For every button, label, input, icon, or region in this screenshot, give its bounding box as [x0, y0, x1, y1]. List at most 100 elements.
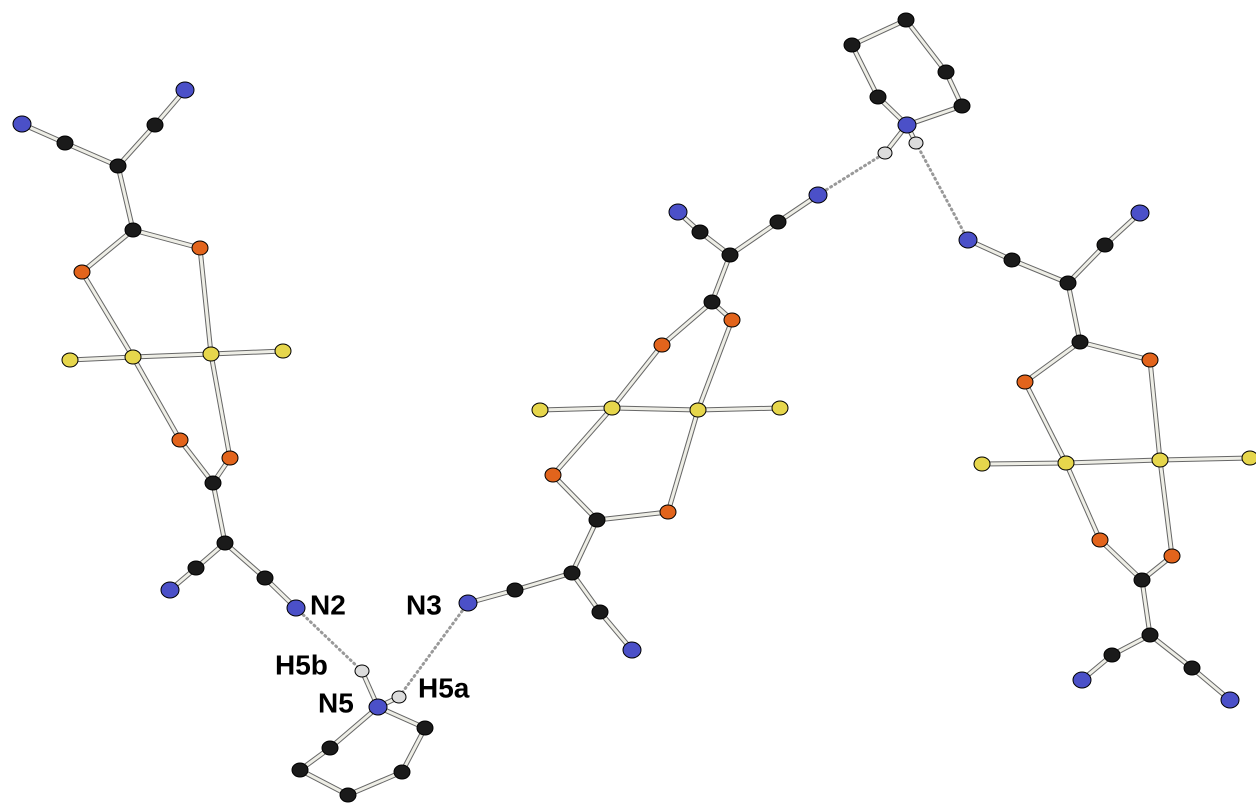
bond: [118, 125, 155, 166]
bond: [200, 248, 211, 354]
atom: [1092, 533, 1108, 547]
atom: [192, 241, 208, 255]
atom: [909, 137, 923, 149]
atom: [161, 582, 179, 598]
atom: [188, 561, 204, 575]
atom: [1058, 456, 1074, 470]
bond: [612, 345, 662, 408]
atom: [322, 741, 338, 755]
bond: [906, 20, 946, 72]
bond: [1142, 580, 1150, 635]
atom: [589, 513, 605, 527]
atom: [1060, 276, 1076, 290]
atom: [722, 248, 738, 262]
atom: [770, 215, 786, 229]
bond: [211, 354, 230, 458]
atom-label: N5: [318, 687, 354, 718]
atom: [176, 82, 194, 98]
atom: [654, 338, 670, 352]
atom: [1017, 375, 1033, 389]
atom: [394, 765, 410, 779]
atom: [1004, 253, 1020, 267]
bond: [1012, 260, 1068, 283]
atom: [1073, 672, 1091, 688]
atom: [459, 595, 477, 611]
bond: [1160, 458, 1250, 460]
atom-label: H5a: [418, 672, 470, 703]
atom: [217, 536, 233, 550]
bond: [82, 230, 133, 272]
atom: [292, 763, 308, 777]
bond: [1080, 342, 1150, 360]
atom: [898, 13, 914, 27]
bond: [133, 357, 180, 440]
atom: [392, 691, 406, 703]
bond: [1150, 360, 1160, 460]
atom: [62, 353, 78, 367]
atom-label: H5b: [275, 649, 328, 680]
hydrogen-bond: [916, 143, 968, 240]
atom: [13, 116, 31, 132]
bonds: [22, 20, 1250, 795]
atom: [1152, 453, 1168, 467]
bond: [612, 408, 698, 410]
atom: [592, 605, 608, 619]
bond: [982, 463, 1066, 464]
hydrogen-bonds: [296, 143, 968, 697]
atom-label: N3: [406, 589, 442, 620]
bond: [730, 222, 778, 255]
bond: [698, 320, 732, 410]
bond: [668, 410, 698, 512]
atom: [545, 468, 561, 482]
bond: [572, 520, 597, 573]
bond: [213, 483, 225, 543]
atom: [878, 147, 892, 159]
bond: [82, 272, 133, 357]
atom: [959, 232, 977, 248]
bond: [1160, 460, 1172, 556]
atom: [257, 571, 273, 585]
bond: [1025, 382, 1066, 463]
atom: [844, 38, 860, 52]
bond: [852, 20, 906, 45]
atom: [507, 583, 523, 597]
atom: [205, 476, 221, 490]
bond: [553, 408, 612, 475]
atom: [147, 118, 163, 132]
atom: [1164, 549, 1180, 563]
bond: [515, 573, 572, 590]
bond: [1100, 540, 1142, 580]
atom: [74, 265, 90, 279]
bond: [698, 408, 780, 410]
atom: [110, 159, 126, 173]
bond: [133, 230, 200, 248]
atom: [1184, 661, 1200, 675]
atom: [57, 136, 73, 150]
atom: [1221, 692, 1239, 708]
bond: [1025, 342, 1080, 382]
atom: [125, 223, 141, 237]
bond: [348, 772, 402, 795]
atom: [1242, 451, 1256, 465]
atom: [604, 401, 620, 415]
atom: [1142, 628, 1158, 642]
atom: [532, 403, 548, 417]
atom: [125, 350, 141, 364]
atom: [623, 642, 641, 658]
atom: [724, 313, 740, 327]
atom: [355, 665, 369, 677]
atom: [669, 204, 687, 220]
atom: [1072, 335, 1088, 349]
atom: [898, 117, 916, 133]
atom: [172, 433, 188, 447]
atom: [704, 295, 720, 309]
atom: [203, 347, 219, 361]
atom: [1134, 573, 1150, 587]
atom: [222, 451, 238, 465]
atom: [287, 600, 305, 616]
bond: [1068, 245, 1105, 283]
atom-label: N2: [310, 589, 346, 620]
atom: [417, 721, 433, 735]
atom: [1142, 353, 1158, 367]
atom: [974, 457, 990, 471]
